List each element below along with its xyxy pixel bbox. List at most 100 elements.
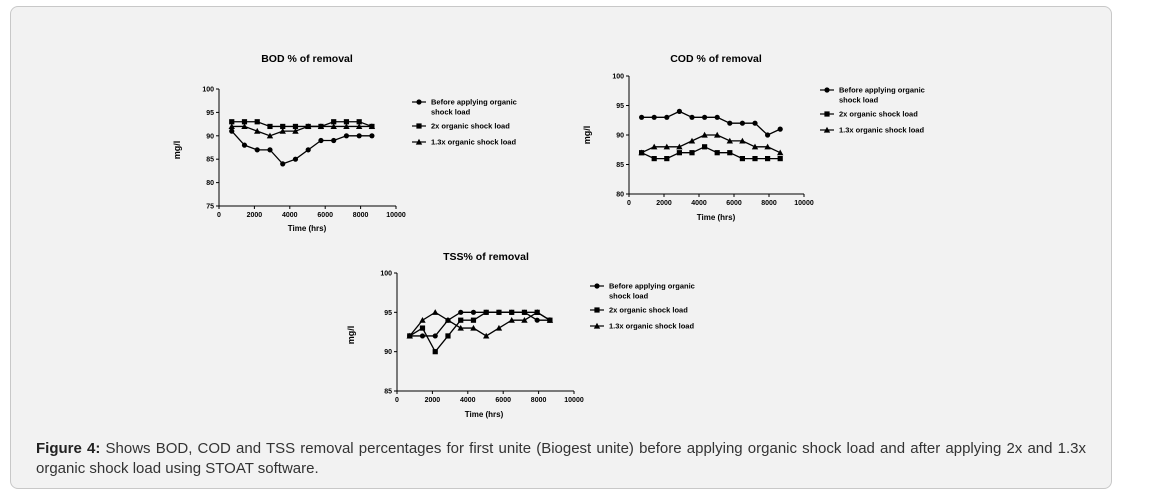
legend-label: shock load [431,108,471,117]
caption-text: Shows BOD, COD and TSS removal percentag… [36,440,1086,477]
x-tick-label: 2000 [247,212,263,219]
x-tick-label: 8000 [531,397,547,404]
series-line-1 [641,110,781,136]
data-point-square [702,144,708,150]
data-point-triangle [279,127,286,134]
data-point-square [496,309,502,315]
chart-title: COD % of removal [670,53,762,65]
data-point-circle [470,309,477,315]
data-point-circle [331,137,337,144]
data-point-triangle [777,149,784,156]
data-point-circle [689,114,695,120]
data-point-triangle [266,132,274,139]
x-axis-label: Time (hrs) [697,213,736,222]
data-point-square [343,119,350,125]
data-point-square [331,119,337,125]
legend-marker-triangle [415,138,423,145]
legend-label: Before applying organic [839,86,925,95]
data-point-circle [369,133,375,139]
legend-marker-square [416,123,422,129]
data-point-circle [267,147,273,153]
data-point-circle [639,114,645,120]
data-point-triangle [688,137,696,144]
figure-caption: Figure 4: Shows BOD, COD and TSS removal… [36,439,1086,479]
legend-marker-circle [594,283,600,289]
y-tick-label: 95 [384,310,392,317]
data-point-circle [676,108,682,114]
figure-panel [10,6,1112,489]
data-point-triangle [432,309,439,315]
legend-label: 2x organic shock load [839,110,918,119]
x-tick-label: 10000 [564,397,584,404]
data-point-square [765,156,771,162]
y-tick-label: 90 [206,133,214,140]
legend-marker-circle [824,87,830,93]
data-point-square [664,156,670,162]
data-point-square [727,150,733,156]
data-point-circle [739,120,745,126]
data-point-square [689,150,695,156]
caption-label: Figure 4: [36,440,101,457]
data-point-circle [241,142,248,148]
y-tick-label: 95 [616,103,624,110]
data-point-square [714,150,720,156]
data-point-circle [777,126,783,132]
data-point-circle [419,333,426,339]
chart-title: BOD % of removal [261,53,353,65]
data-point-triangle [343,123,350,130]
data-point-circle [432,333,438,339]
y-tick-label: 95 [206,110,214,117]
data-point-triangle [701,131,708,138]
data-point-triangle [714,131,721,138]
data-point-triangle [546,317,554,323]
y-tick-label: 100 [380,271,392,278]
series-line-1 [231,130,372,165]
data-point-triangle [739,137,746,144]
data-point-triangle [317,123,325,130]
data-point-triangle [305,123,312,130]
data-point-square [676,150,682,156]
x-tick-label: 6000 [495,397,511,404]
data-point-square [470,317,477,323]
tss-chart: TSS% of removal mg/l Time (hrs) 85 90 95 10… [346,251,695,419]
data-point-circle [702,114,708,120]
data-point-triangle [228,123,235,130]
data-point-circle [664,114,670,120]
data-point-square [267,123,273,130]
data-point-circle [727,120,733,126]
data-point-square [509,309,515,315]
y-tick-label: 100 [202,87,214,94]
chart-title: TSS% of removal [443,251,529,263]
legend-label: shock load [839,96,879,105]
data-point-triangle [419,317,426,323]
data-point-square [280,123,286,130]
data-point-triangle [254,127,261,134]
legend-label: shock load [609,292,649,301]
data-point-triangle [292,127,299,134]
data-point-triangle [508,317,515,323]
data-point-circle [318,137,324,144]
data-point-square [651,156,657,162]
x-tick-label: 6000 [317,212,333,219]
x-tick-label: 6000 [726,200,742,207]
data-point-triangle [533,309,541,315]
series-line-3 [641,134,781,154]
data-point-triangle [663,143,670,150]
data-point-square [521,309,528,315]
data-point-circle [280,161,286,167]
x-tick-label: 4000 [691,200,707,207]
data-point-circle [343,133,350,139]
legend-marker-triangle [593,322,601,329]
y-tick-label: 85 [206,157,214,164]
x-tick-label: 8000 [761,200,777,207]
data-point-square [292,123,299,130]
x-axis-label: Time (hrs) [465,410,504,419]
data-point-triangle [483,332,490,339]
y-tick-label: 90 [384,349,392,356]
data-point-triangle [638,149,645,156]
legend-marker-square [594,307,600,313]
data-point-square [752,156,758,162]
data-point-square [445,333,451,339]
data-point-triangle [521,317,528,323]
data-point-circle [356,133,362,139]
